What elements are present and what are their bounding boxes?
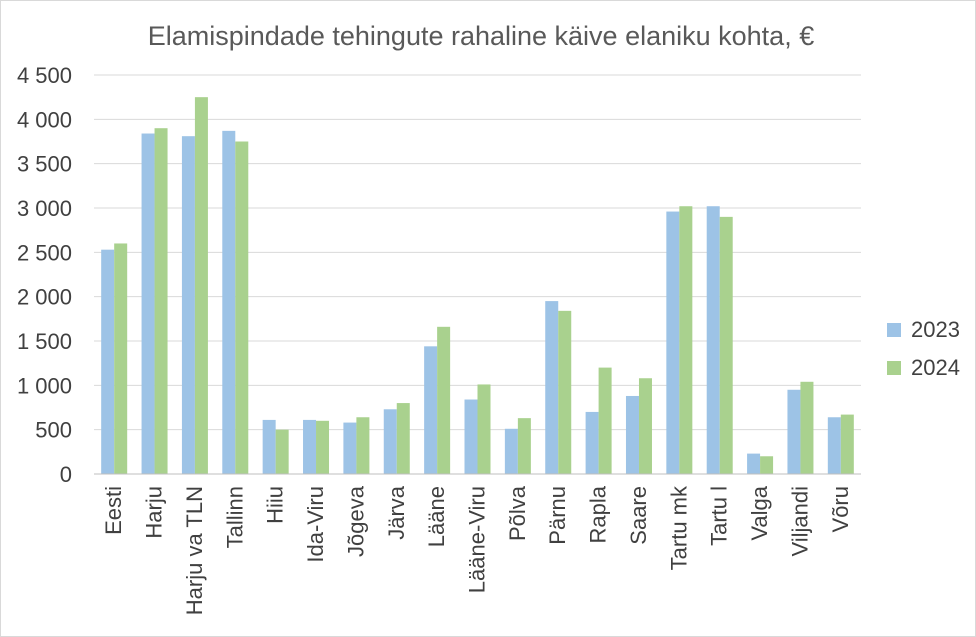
x-tick-label: Võru [828, 486, 853, 532]
x-tick-label: Valga [747, 485, 772, 540]
y-tick-label: 2 500 [17, 240, 72, 265]
bar-2024 [517, 418, 531, 474]
x-tick-label: Rapla [586, 485, 611, 543]
bar-2023 [504, 428, 518, 474]
bar-2024 [235, 141, 249, 474]
bar-2023 [747, 453, 761, 474]
chart-title: Elamispindade tehingute rahaline käive e… [147, 21, 815, 51]
x-tick-label: Tallinn [222, 486, 247, 548]
bar-2024 [275, 429, 289, 474]
legend-item-2024: 2024 [887, 349, 960, 387]
y-tick-label: 1 500 [17, 329, 72, 354]
y-tick-label: 4 500 [17, 63, 72, 88]
x-tick-label: Lääne-Viru [465, 486, 490, 593]
x-tick-label: Viljandi [787, 486, 812, 557]
bar-2024 [316, 420, 330, 474]
bar-2024 [356, 417, 370, 474]
legend-label-2023: 2023 [911, 317, 960, 342]
y-tick-label: 500 [35, 418, 72, 443]
bar-2023 [262, 419, 276, 474]
x-tick-label: Lääne [424, 486, 449, 547]
legend-swatch-2023 [887, 323, 901, 337]
x-tick-label: Saare [626, 486, 651, 545]
bar-2023 [464, 399, 478, 474]
y-tick-label: 1 000 [17, 373, 72, 398]
bar-2024 [558, 310, 572, 474]
x-tick-label: Eesti [101, 486, 126, 535]
bar-2023 [545, 301, 559, 474]
bar-2024 [800, 381, 814, 474]
x-tick-label: Tartu l [707, 486, 732, 546]
bar-2023 [343, 422, 357, 474]
bar-2023 [585, 411, 599, 474]
bar-2023 [181, 136, 195, 474]
bar-2023 [222, 130, 236, 475]
x-tick-label: Põlva [505, 485, 530, 541]
x-tick-label: Harju va TLN [182, 486, 207, 615]
bar-2024 [840, 414, 854, 474]
bar-2023 [303, 419, 317, 474]
bar-2023 [625, 395, 639, 474]
bar-2024 [598, 367, 612, 474]
bar-2024 [154, 128, 168, 474]
bar-2023 [424, 346, 438, 474]
bar-2023 [383, 409, 397, 474]
bar-2024 [194, 97, 208, 475]
x-tick-label: Hiiu [263, 486, 288, 524]
legend: 2023 2024 [887, 311, 960, 387]
bar-2024 [760, 456, 774, 474]
y-tick-label: 4 000 [17, 107, 72, 132]
bar-2023 [666, 211, 680, 474]
bar-2023 [827, 417, 841, 474]
bar-2024 [396, 403, 410, 474]
legend-label-2024: 2024 [911, 355, 960, 380]
bar-2023 [787, 389, 801, 474]
bar-2024 [679, 206, 693, 474]
legend-item-2023: 2023 [887, 311, 960, 349]
y-tick-label: 0 [60, 462, 72, 487]
bar-2024 [638, 378, 652, 474]
x-tick-label: Ida-Viru [303, 486, 328, 563]
x-tick-label: Harju [142, 486, 167, 539]
bar-2024 [114, 243, 128, 474]
bar-2024 [719, 216, 733, 474]
x-tick-label: Tartu mk [666, 485, 691, 570]
x-tick-label: Jõgeva [343, 485, 368, 557]
bar-2023 [101, 249, 115, 474]
y-tick-label: 3 000 [17, 196, 72, 221]
x-tick-label: Järva [384, 485, 409, 540]
x-tick-label: Pärnu [545, 486, 570, 545]
legend-swatch-2024 [887, 361, 901, 375]
bar-2024 [477, 384, 491, 474]
y-tick-label: 3 500 [17, 152, 72, 177]
bar-2024 [437, 326, 451, 474]
y-tick-label: 2 000 [17, 285, 72, 310]
bar-2023 [706, 206, 720, 474]
bar-2023 [141, 133, 155, 474]
